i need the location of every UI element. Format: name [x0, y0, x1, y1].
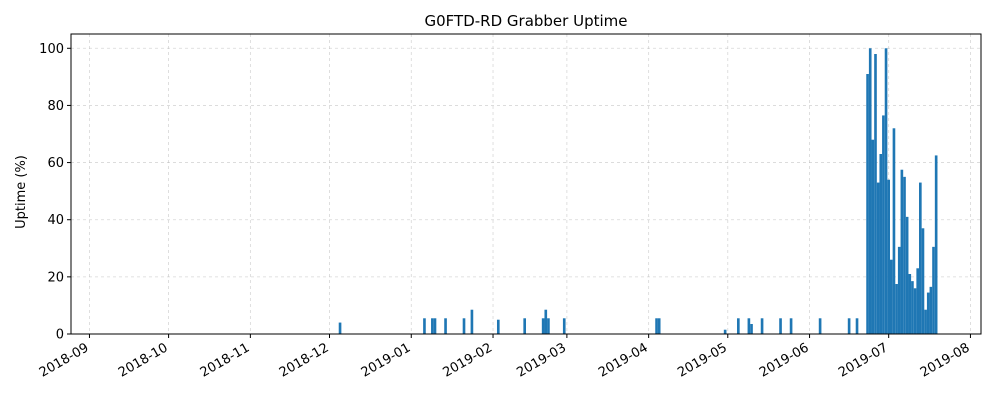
uptime-bar [423, 318, 426, 334]
plot-frame [70, 33, 982, 335]
uptime-bar [855, 318, 859, 334]
x-tick-label: 2019-01 [359, 340, 414, 380]
uptime-bar [847, 318, 851, 334]
uptime-bar [818, 318, 822, 334]
uptime-bar [747, 318, 751, 334]
x-tick-label: 2019-06 [757, 340, 812, 380]
y-tick-label: 80 [47, 99, 64, 114]
x-tick-label: 2019-04 [596, 340, 651, 380]
uptime-bar [760, 318, 764, 334]
uptime-bar [541, 318, 545, 334]
uptime-bar [934, 155, 938, 334]
uptime-bar [926, 292, 930, 334]
uptime-bar [929, 286, 933, 334]
uptime-bar [911, 281, 914, 334]
uptime-bar [916, 268, 920, 334]
uptime-bar [876, 182, 880, 334]
y-axis-label: Uptime (%) [14, 155, 29, 229]
uptime-bar [462, 318, 466, 334]
uptime-bar [903, 176, 906, 334]
uptime-bar [924, 309, 927, 334]
uptime-bar [871, 139, 875, 334]
x-tick-label: 2018-11 [198, 340, 253, 380]
uptime-bar [932, 246, 935, 334]
chart-title: G0FTD-RD Grabber Uptime [425, 12, 628, 30]
x-tick-label: 2019-02 [440, 340, 495, 380]
uptime-bar [868, 48, 872, 335]
uptime-bar [895, 284, 898, 334]
uptime-bar [470, 309, 474, 334]
uptime-bar [444, 318, 447, 334]
uptime-bar [433, 318, 437, 334]
uptime-bar [723, 329, 727, 334]
bars [338, 48, 938, 335]
uptime-bar [919, 182, 922, 334]
uptime-bar [890, 259, 893, 334]
uptime-bar [789, 318, 793, 334]
x-tick-label: 2018-10 [116, 340, 171, 380]
y-tick-label: 100 [39, 42, 64, 57]
uptime-bar [431, 318, 434, 334]
x-tick-label: 2018-09 [37, 340, 92, 380]
x-tick-label: 2019-07 [836, 340, 891, 380]
uptime-bar [882, 115, 885, 334]
x-tick-label: 2019-08 [918, 340, 973, 380]
uptime-bar [897, 246, 901, 334]
y-tick-label: 60 [47, 156, 64, 171]
grid [71, 34, 981, 335]
uptime-bar [750, 324, 753, 334]
uptime-bar [544, 309, 548, 334]
uptime-bar [523, 318, 526, 334]
uptime-bar [887, 179, 890, 334]
y-tick-label: 20 [47, 270, 64, 285]
y-tick-label: 40 [47, 213, 64, 228]
uptime-bar [562, 318, 566, 334]
uptime-bar [655, 318, 658, 334]
uptime-bar [913, 288, 917, 334]
uptime-bar [547, 318, 550, 334]
uptime-bar [657, 318, 661, 334]
uptime-bar [874, 54, 877, 334]
uptime-bar [900, 169, 904, 334]
uptime-bar [921, 228, 925, 334]
uptime-bar [866, 74, 869, 334]
y-tick-label: 0 [56, 328, 64, 343]
uptime-bar [908, 274, 912, 334]
uptime-bar [338, 322, 342, 334]
x-tick-label: 2019-03 [514, 340, 569, 380]
ticks: 2018-09 2018-10 2018-11 2018-12 2019-01 2019-… [37, 42, 973, 381]
uptime-bar [737, 318, 740, 334]
uptime-bar [496, 319, 500, 334]
uptime-bar [892, 128, 896, 334]
uptime-bar [905, 216, 909, 334]
uptime-bar [879, 154, 883, 334]
uptime-bar [884, 48, 888, 335]
x-tick-label: 2019-05 [675, 340, 730, 380]
uptime-bar [779, 318, 782, 334]
x-tick-label: 2018-12 [277, 340, 332, 380]
